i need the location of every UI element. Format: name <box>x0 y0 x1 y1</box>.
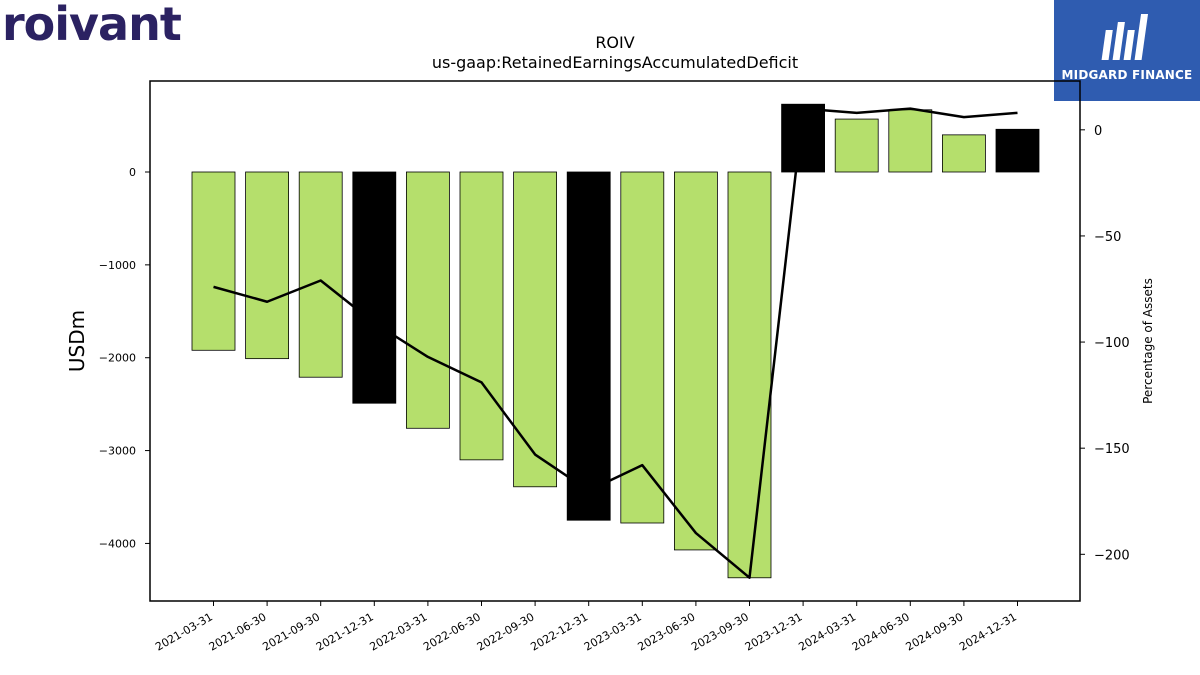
y-tick-label: −1000 <box>99 259 136 272</box>
x-tick-label: 2022-06-30 <box>421 610 483 653</box>
x-tick-label: 2023-03-31 <box>582 610 644 653</box>
bar-2022-12-31 <box>566 171 611 521</box>
bar-2023-06-30 <box>674 171 718 551</box>
x-tick-label: 2021-09-30 <box>260 610 322 653</box>
roivant-logo: roivant <box>2 0 182 51</box>
y-tick-label: −2000 <box>99 352 136 365</box>
x-tick-label: 2023-09-30 <box>689 610 751 653</box>
bar-2023-03-31 <box>620 171 665 524</box>
x-tick-label: 2024-12-31 <box>957 610 1019 653</box>
bar-2024-09-30 <box>942 134 986 173</box>
chart-title: ROIV <box>595 33 634 52</box>
bar-2024-06-30 <box>888 109 933 173</box>
y2-tick-label: −50 <box>1094 230 1121 245</box>
x-tick-label: 2024-09-30 <box>904 610 966 653</box>
plot-frame <box>149 80 1081 602</box>
chart-subtitle: us-gaap:RetainedEarningsAccumulatedDefic… <box>432 53 798 72</box>
y2-tick-label: 0 <box>1094 124 1102 139</box>
y2-tick-label: −200 <box>1094 548 1130 563</box>
midgard-finance-wordmark: MIDGARD FINANCE <box>1061 68 1193 82</box>
bar-2023-09-30 <box>727 171 772 579</box>
x-tick-label: 2022-12-31 <box>528 610 590 653</box>
midgard-m-icon <box>1101 14 1149 60</box>
x-tick-label: 2022-03-31 <box>368 610 430 653</box>
y-tick-label: −3000 <box>99 445 136 458</box>
x-tick-label: 2023-06-30 <box>636 610 698 653</box>
bar-2021-09-30 <box>298 171 343 378</box>
y-tick-label: −4000 <box>99 537 136 550</box>
x-tick-label: 2023-12-31 <box>743 610 805 653</box>
percentage-of-assets-line <box>213 107 1018 579</box>
x-tick-label: 2022-09-30 <box>475 610 537 653</box>
y2-tick-label: −150 <box>1094 442 1130 457</box>
bar-2021-06-30 <box>245 171 290 360</box>
x-tick-label: 2021-03-31 <box>153 610 215 653</box>
x-tick-label: 2024-03-31 <box>796 610 858 653</box>
x-tick-label: 2021-06-30 <box>207 610 269 653</box>
bar-2022-09-30 <box>513 171 557 488</box>
bar-2024-12-31 <box>995 128 1040 173</box>
y-axis-label: USDm <box>65 310 89 372</box>
bar-2021-12-31 <box>352 171 397 404</box>
y-tick-label: 0 <box>129 166 136 179</box>
x-tick-label: 2021-12-31 <box>314 610 376 653</box>
y2-axis-label: Percentage of Assets <box>1141 278 1155 404</box>
bar-2021-03-31 <box>191 171 236 351</box>
bar-2022-03-31 <box>405 171 450 429</box>
x-tick-label: 2024-06-30 <box>850 610 912 653</box>
y2-tick-label: −100 <box>1094 336 1130 351</box>
bar-2022-06-30 <box>459 171 504 461</box>
midgard-finance-logo: MIDGARD FINANCE <box>1054 0 1200 101</box>
bar-2024-03-31 <box>834 118 879 173</box>
